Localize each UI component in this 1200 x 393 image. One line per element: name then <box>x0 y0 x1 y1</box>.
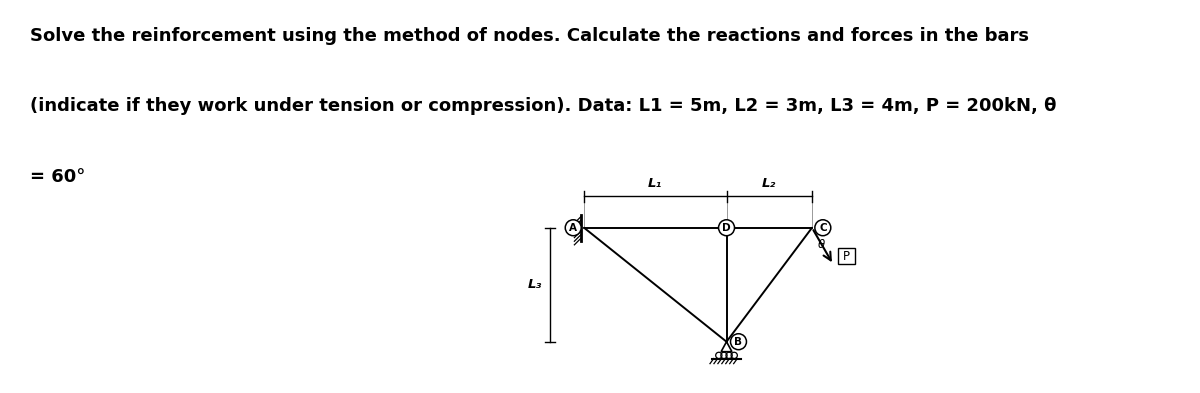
Bar <box>838 248 854 264</box>
Text: A: A <box>569 223 577 233</box>
Text: θ: θ <box>817 238 824 251</box>
Text: D: D <box>722 223 731 233</box>
Text: L₃: L₃ <box>528 278 542 291</box>
Circle shape <box>565 220 581 236</box>
Circle shape <box>731 334 746 350</box>
Text: L₂: L₂ <box>762 177 776 190</box>
Text: C: C <box>820 223 827 233</box>
Circle shape <box>719 220 734 236</box>
Circle shape <box>815 220 830 236</box>
Text: P: P <box>842 250 850 263</box>
Text: B: B <box>734 337 743 347</box>
Text: L₁: L₁ <box>648 177 662 190</box>
Text: = 60°: = 60° <box>30 168 85 186</box>
Text: Solve the reinforcement using the method of nodes. Calculate the reactions and f: Solve the reinforcement using the method… <box>30 27 1030 44</box>
Text: (indicate if they work under tension or compression). Data: L1 = 5m, L2 = 3m, L3: (indicate if they work under tension or … <box>30 97 1056 115</box>
